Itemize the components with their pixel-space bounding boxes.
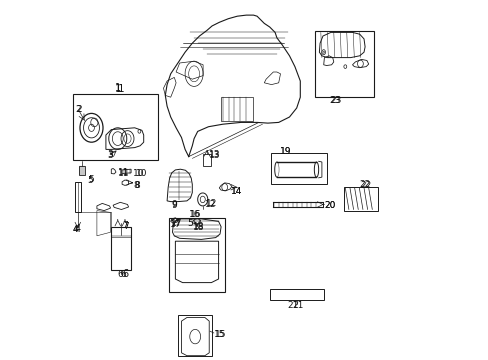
Text: 8: 8 <box>133 181 139 190</box>
Text: 14: 14 <box>230 187 242 196</box>
Text: 16: 16 <box>189 210 201 219</box>
Text: 4: 4 <box>75 224 81 234</box>
Text: 5: 5 <box>87 176 93 185</box>
Text: 6: 6 <box>122 269 128 279</box>
Text: 13: 13 <box>209 150 220 159</box>
Text: 12: 12 <box>204 199 216 209</box>
Text: 23: 23 <box>330 95 341 104</box>
Text: 15: 15 <box>213 330 225 338</box>
Text: 13: 13 <box>208 152 220 161</box>
Text: 1: 1 <box>115 83 121 93</box>
Text: 21: 21 <box>287 302 298 310</box>
Text: 5: 5 <box>186 219 192 228</box>
Text: 19: 19 <box>279 147 291 156</box>
Bar <box>221 97 253 121</box>
Text: 4: 4 <box>72 225 78 234</box>
Text: 21: 21 <box>291 301 303 310</box>
Bar <box>314 31 373 97</box>
Text: 10: 10 <box>133 168 144 177</box>
Text: 22: 22 <box>360 180 371 189</box>
Bar <box>178 315 212 356</box>
Text: 22: 22 <box>359 180 370 189</box>
Text: 16: 16 <box>189 210 201 219</box>
Text: 18: 18 <box>193 223 204 232</box>
Text: 2: 2 <box>75 105 81 114</box>
Bar <box>79 166 85 175</box>
Bar <box>270 289 324 300</box>
Text: 23: 23 <box>329 96 340 105</box>
Text: 19: 19 <box>279 148 291 156</box>
Text: 11: 11 <box>118 168 129 177</box>
Text: 2: 2 <box>76 105 81 114</box>
Text: 9: 9 <box>171 200 177 209</box>
Text: 3: 3 <box>107 151 113 160</box>
Text: 8: 8 <box>134 181 140 190</box>
Text: 15: 15 <box>215 330 226 338</box>
Bar <box>203 154 211 166</box>
Text: 17: 17 <box>170 220 182 229</box>
Text: 5: 5 <box>88 175 94 184</box>
Bar <box>271 153 326 184</box>
Text: 1: 1 <box>114 84 121 94</box>
Text: 20: 20 <box>324 201 335 210</box>
Bar <box>168 218 224 292</box>
Text: 7: 7 <box>122 222 128 231</box>
Text: 3: 3 <box>107 150 113 159</box>
Text: 9: 9 <box>171 201 177 210</box>
Text: 1: 1 <box>118 84 124 94</box>
Text: 18: 18 <box>193 222 204 231</box>
Text: 20: 20 <box>324 202 335 210</box>
Text: 6: 6 <box>117 270 123 279</box>
Bar <box>343 187 377 211</box>
Text: 17: 17 <box>170 219 182 228</box>
Text: 7: 7 <box>122 221 127 230</box>
Bar <box>75 182 81 212</box>
Bar <box>73 94 158 160</box>
Text: 14: 14 <box>230 187 242 197</box>
Text: 10: 10 <box>136 168 147 177</box>
Bar <box>110 227 131 270</box>
Text: 4: 4 <box>72 225 78 234</box>
Text: 6: 6 <box>120 270 126 279</box>
Text: 12: 12 <box>205 199 217 208</box>
Text: 11: 11 <box>118 168 129 177</box>
